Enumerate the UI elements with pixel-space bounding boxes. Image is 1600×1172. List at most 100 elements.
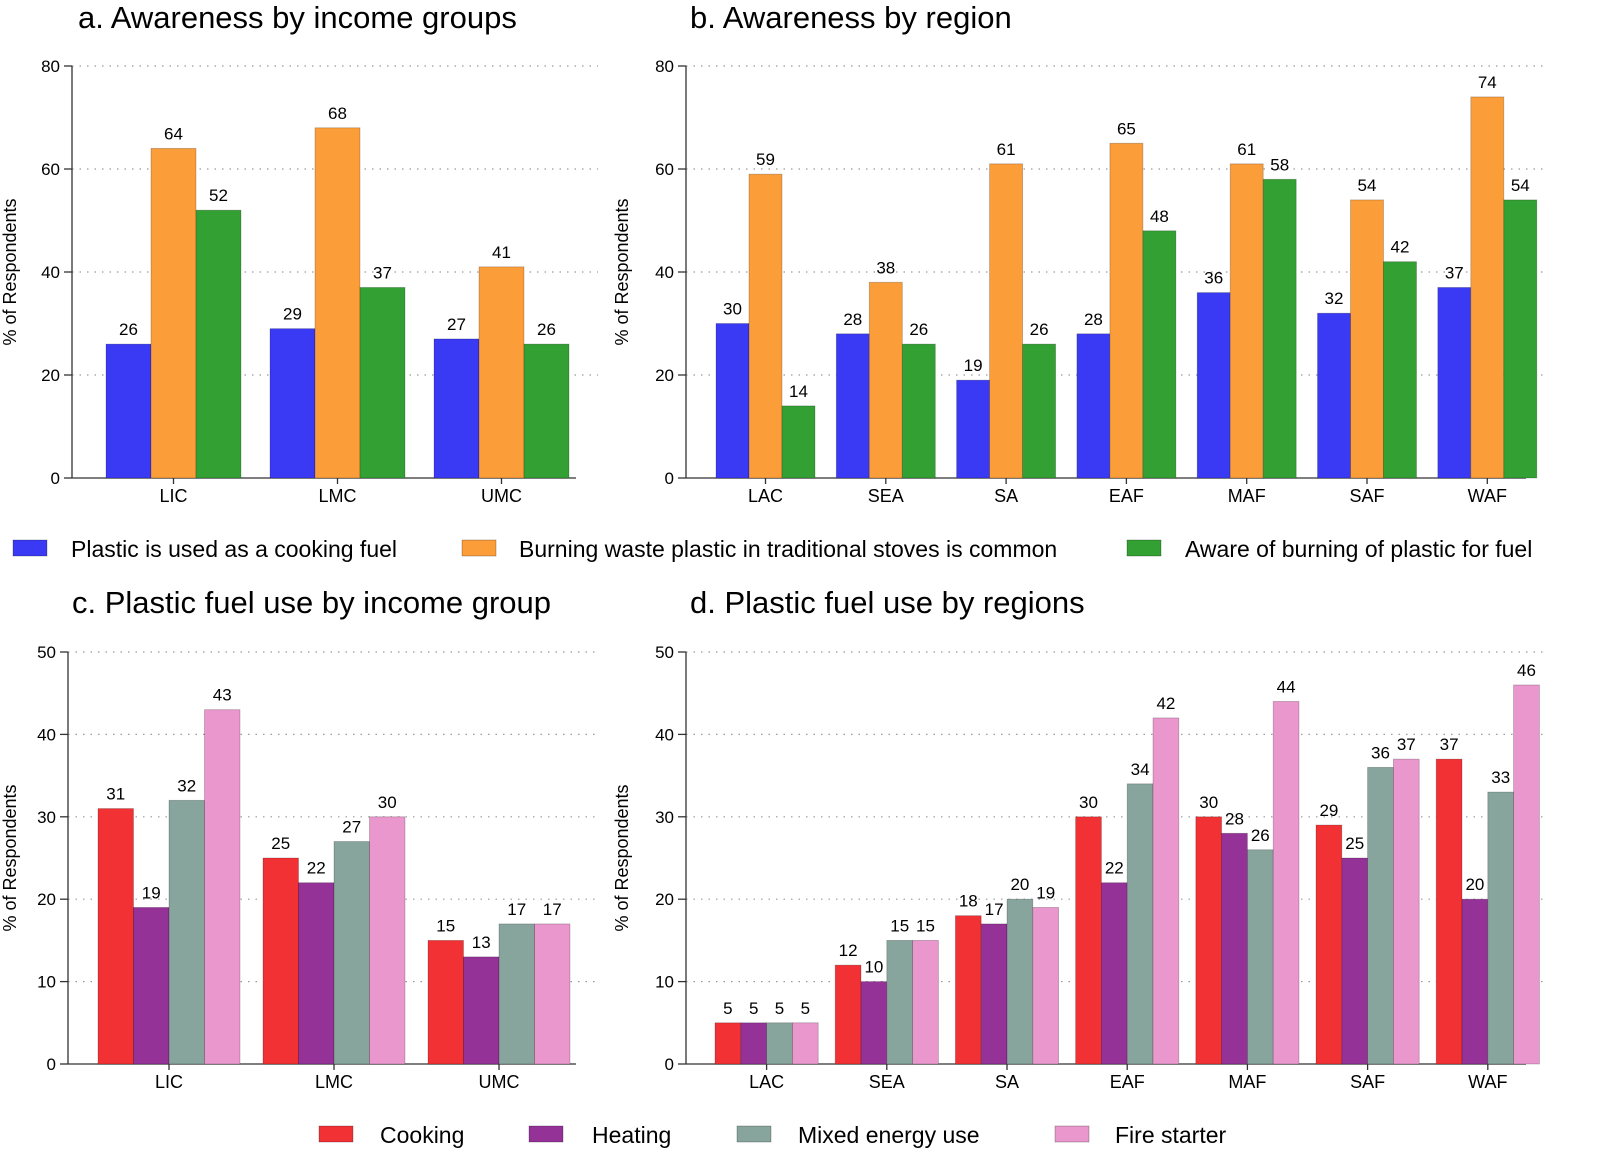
bar [1006, 898, 1034, 1065]
data-label: 37 [1445, 263, 1464, 282]
bar [781, 405, 816, 479]
data-label: 27 [342, 818, 361, 837]
data-label: 25 [1345, 834, 1364, 853]
y-tick-label: 40 [41, 263, 60, 282]
y-tick-label: 30 [655, 808, 674, 827]
data-label: 32 [177, 776, 196, 795]
bar [860, 981, 888, 1065]
bar [901, 343, 936, 479]
bar [1229, 163, 1264, 479]
y-tick-label: 50 [37, 643, 56, 662]
data-label: 42 [1391, 238, 1410, 257]
bar [1195, 816, 1223, 1065]
x-tick-label: LIC [155, 1072, 183, 1092]
legend-label: Aware of burning of plastic for fuel [1185, 536, 1532, 562]
x-tick-label: SA [995, 1072, 1019, 1092]
legend-swatch [12, 539, 48, 557]
data-label: 37 [1397, 735, 1416, 754]
data-label: 14 [789, 382, 808, 401]
bar [1393, 758, 1420, 1065]
bar [195, 209, 242, 479]
y-axis-label: % of Respondents [612, 784, 632, 931]
data-label: 61 [997, 140, 1016, 159]
legend-swatch [318, 1125, 354, 1143]
x-tick-label: LAC [748, 486, 783, 506]
legend-swatch [736, 1125, 772, 1143]
panel-title: c. Plastic fuel use by income group [72, 585, 551, 620]
bar [1152, 717, 1180, 1065]
bar [956, 379, 990, 479]
y-tick-label: 80 [655, 57, 674, 76]
x-tick-label: UMC [481, 486, 522, 506]
bar [433, 338, 480, 479]
bar [427, 940, 464, 1065]
bar [298, 882, 335, 1065]
x-tick-label: WAF [1468, 486, 1507, 506]
bar [980, 923, 1008, 1065]
data-label: 15 [916, 916, 935, 935]
panel-title: b. Awareness by region [690, 0, 1012, 35]
bar [1435, 758, 1463, 1065]
data-label: 43 [213, 686, 232, 705]
y-tick-label: 60 [655, 160, 674, 179]
bar [269, 328, 316, 479]
y-tick-label: 20 [655, 890, 674, 909]
data-label: 34 [1131, 760, 1150, 779]
x-tick-label: MAF [1228, 1072, 1266, 1092]
x-tick-label: EAF [1110, 1072, 1145, 1092]
bar [133, 907, 170, 1065]
x-tick-label: SEA [869, 1072, 905, 1092]
bar [1101, 882, 1128, 1065]
data-label: 27 [447, 315, 466, 334]
bar [168, 799, 205, 1065]
data-label: 30 [723, 300, 742, 319]
data-label: 15 [890, 916, 909, 935]
data-label: 12 [839, 941, 858, 960]
x-tick-label: SAF [1349, 486, 1384, 506]
data-label: 15 [436, 916, 455, 935]
bar [989, 163, 1023, 479]
bar [1315, 824, 1343, 1065]
y-tick-label: 0 [665, 1055, 674, 1074]
y-tick-label: 0 [47, 1055, 56, 1074]
data-label: 36 [1204, 269, 1223, 288]
data-label: 17 [985, 900, 1004, 919]
bar [1470, 96, 1505, 479]
chart-panel-a: a. Awareness by income groups 0 20 40 60 80 % … [0, 0, 598, 506]
data-label: 42 [1156, 694, 1175, 713]
data-label: 68 [328, 104, 347, 123]
chart-panel-d: d. Plastic fuel use by regions 0 10 20 30 40 5… [612, 585, 1548, 1092]
data-label: 13 [472, 933, 491, 952]
data-label: 5 [775, 999, 784, 1018]
data-label: 28 [1225, 809, 1244, 828]
data-label: 61 [1237, 140, 1256, 159]
y-tick-label: 0 [51, 469, 60, 488]
data-label: 30 [1199, 793, 1218, 812]
data-label: 29 [283, 305, 302, 324]
bar [792, 1022, 819, 1065]
bar [955, 915, 982, 1065]
bar [1196, 292, 1231, 479]
data-label: 5 [749, 999, 758, 1018]
bar [740, 1022, 767, 1065]
x-tick-label: WAF [1468, 1072, 1507, 1092]
legend-swatch [1054, 1125, 1090, 1143]
y-tick-label: 30 [37, 808, 56, 827]
bar [1367, 766, 1394, 1065]
data-label: 58 [1270, 155, 1289, 174]
x-tick-label: SA [994, 486, 1018, 506]
bar [523, 343, 570, 479]
x-tick-label: UMC [479, 1072, 520, 1092]
bar [478, 266, 525, 479]
bar [1142, 230, 1177, 479]
data-label: 30 [378, 793, 397, 812]
bar [204, 709, 241, 1065]
y-tick-label: 20 [41, 366, 60, 385]
panel-title: a. Awareness by income groups [78, 0, 517, 35]
y-tick-label: 10 [37, 973, 56, 992]
data-label: 20 [1465, 875, 1484, 894]
bar [748, 173, 783, 479]
legend-label: Heating [592, 1122, 671, 1148]
legend-label: Fire starter [1115, 1122, 1227, 1148]
data-label: 31 [106, 785, 125, 804]
